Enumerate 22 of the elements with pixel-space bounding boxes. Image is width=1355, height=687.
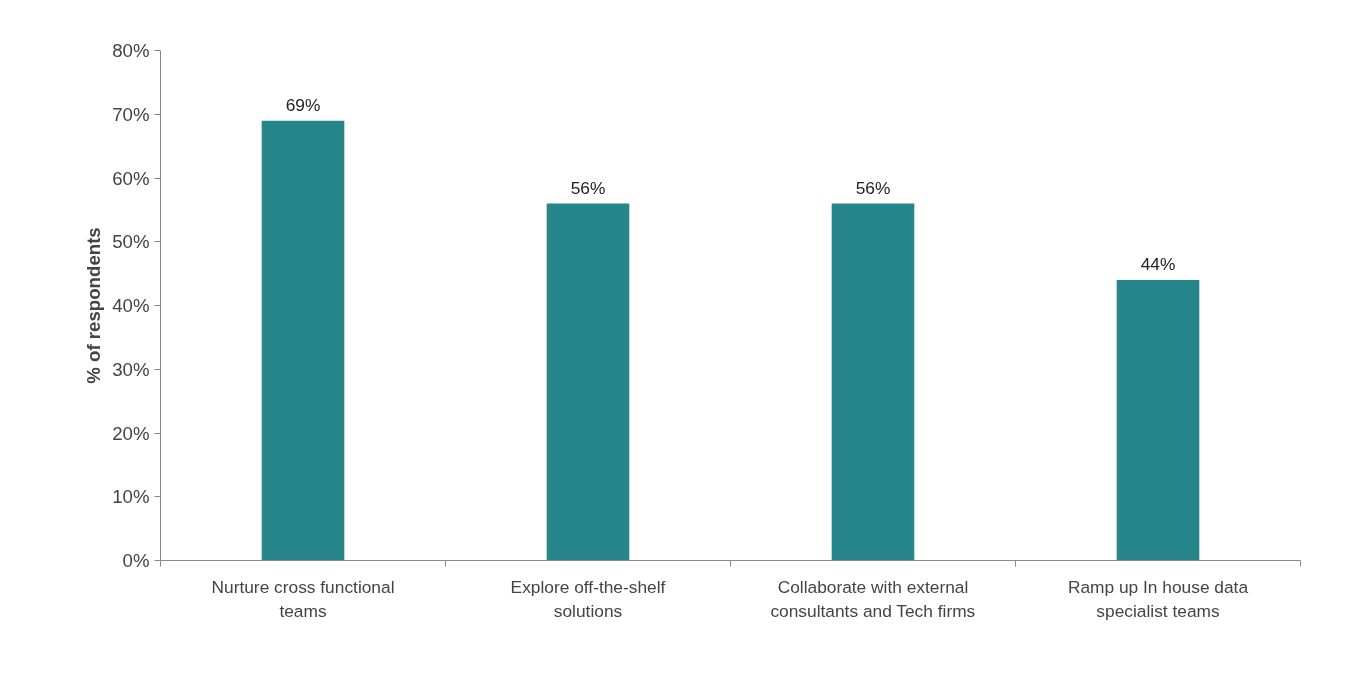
bar — [261, 120, 345, 561]
x-tick-label: Collaborate with external consultants and Tech firms — [770, 576, 976, 621]
y-tick-label: 60% — [112, 167, 150, 189]
y-tick-label: 80% — [112, 40, 150, 61]
y-tick-label: 50% — [112, 231, 150, 253]
data-label: 44% — [1140, 254, 1176, 274]
y-tick-label: 10% — [112, 486, 150, 508]
bar — [1116, 280, 1200, 561]
data-label: 56% — [855, 177, 891, 198]
y-tick-label: 20% — [112, 422, 150, 444]
x-tick-label: Explore off-the-shelf solutions — [510, 576, 666, 621]
data-label: 69% — [285, 94, 321, 115]
x-tick-label: Ramp up In house data specialist teams — [1067, 576, 1249, 621]
data-label: 56% — [570, 177, 606, 198]
y-tick-label: 0% — [122, 550, 150, 571]
bar — [831, 203, 915, 561]
y-tick-label: 40% — [112, 295, 150, 316]
y-axis-title: % of respondents — [83, 227, 105, 384]
y-tick-label: 70% — [112, 103, 150, 125]
bar — [546, 203, 630, 561]
y-tick-label: 30% — [112, 358, 150, 380]
x-tick-label: Nurture cross functional teams — [211, 576, 395, 621]
